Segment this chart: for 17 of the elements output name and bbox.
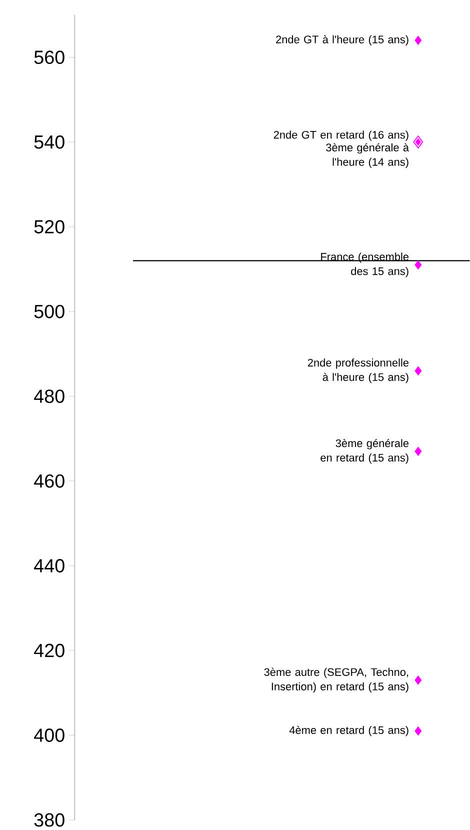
y-tick-label: 500 <box>34 304 64 318</box>
series-label: 3ème générale à l'heure (14 ans) <box>326 143 409 168</box>
y-tick-label: 380 <box>34 813 64 827</box>
series-label: 2nde GT à l'heure (15 ans) <box>276 35 408 46</box>
y-tick-label: 460 <box>34 474 64 488</box>
y-tick-label: 400 <box>34 728 64 742</box>
series-label: 3ème générale en retard (15 ans) <box>320 438 408 464</box>
y-tick-label: 520 <box>34 220 64 234</box>
series-label: 2nde professionnelle à l'heure (15 ans) <box>308 358 408 384</box>
y-tick-label: 480 <box>34 390 64 403</box>
y-tick-label: 420 <box>34 644 64 658</box>
series-label: 3ème autre (SEGPA, Techno, Insertion) en retard (15 ans) <box>264 668 408 693</box>
y-tick-label: 440 <box>34 559 64 572</box>
y-tick-label: 560 <box>34 50 64 64</box>
series-label: 2nde GT en retard (16 ans) <box>274 130 408 141</box>
series-label: 4ème en retard (15 ans) <box>289 726 408 736</box>
y-tick-label: 540 <box>34 135 64 149</box>
